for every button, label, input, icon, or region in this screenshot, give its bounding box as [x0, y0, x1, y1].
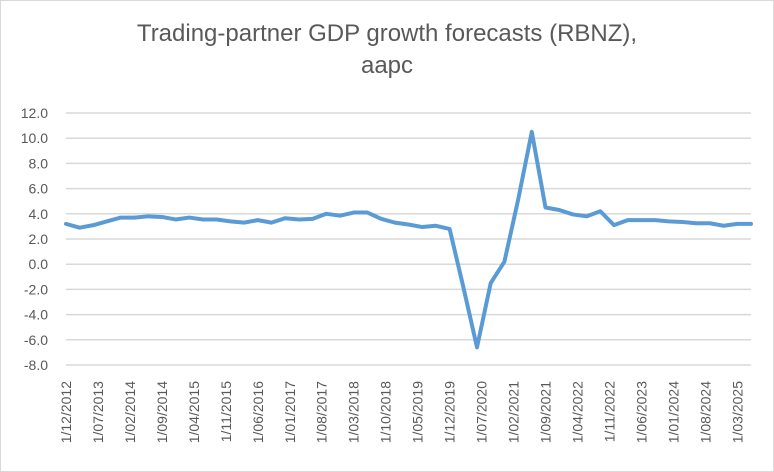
x-tick-label: 1/03/2018: [346, 381, 362, 443]
x-tick-label: 1/10/2018: [378, 381, 394, 443]
x-tick-label: 1/12/2019: [442, 381, 458, 443]
x-tick-label: 1/01/2024: [665, 381, 681, 443]
chart-title: Trading-partner GDP growth forecasts (RB…: [0, 18, 774, 82]
chart-title-line-1: Trading-partner GDP growth forecasts (RB…: [136, 20, 638, 47]
x-tick-label: 1/04/2022: [569, 381, 585, 443]
y-tick-label: 2.0: [29, 231, 49, 247]
x-tick-label: 1/05/2019: [410, 381, 426, 443]
x-tick-label: 1/06/2016: [250, 381, 266, 443]
y-tick-label: 8.0: [29, 155, 49, 171]
chart-title-line-2: aapc: [360, 52, 414, 79]
x-tick-label: 1/04/2015: [186, 381, 202, 443]
x-tick-label: 1/09/2014: [154, 381, 170, 443]
x-tick-label: 1/03/2025: [729, 381, 745, 443]
y-tick-label: 10.0: [21, 130, 48, 146]
x-tick-label: 1/06/2023: [633, 381, 649, 443]
x-tick-label: 1/12/2012: [58, 381, 74, 443]
y-tick-label: -2.0: [24, 281, 48, 297]
x-tick-label: 1/11/2022: [601, 381, 617, 442]
x-tick-label: 1/02/2021: [506, 381, 522, 443]
x-tick-label: 1/02/2014: [122, 381, 138, 443]
y-tick-label: -4.0: [24, 307, 48, 323]
y-tick-label: 12.0: [21, 105, 48, 121]
y-tick-label: 0.0: [29, 256, 49, 272]
x-tick-label: 1/08/2017: [314, 381, 330, 443]
y-tick-label: 4.0: [29, 206, 49, 222]
y-tick-label: -8.0: [24, 357, 48, 373]
y-tick-label: 6.0: [29, 181, 49, 197]
x-tick-label: 1/11/2015: [218, 381, 234, 442]
x-tick-label: 1/07/2013: [90, 381, 106, 443]
y-tick-label: -6.0: [24, 332, 48, 348]
x-tick-label: 1/01/2017: [282, 381, 298, 443]
x-tick-label: 1/07/2020: [474, 381, 490, 443]
x-tick-label: 1/08/2024: [697, 381, 713, 443]
x-tick-label: 1/09/2021: [538, 381, 554, 443]
